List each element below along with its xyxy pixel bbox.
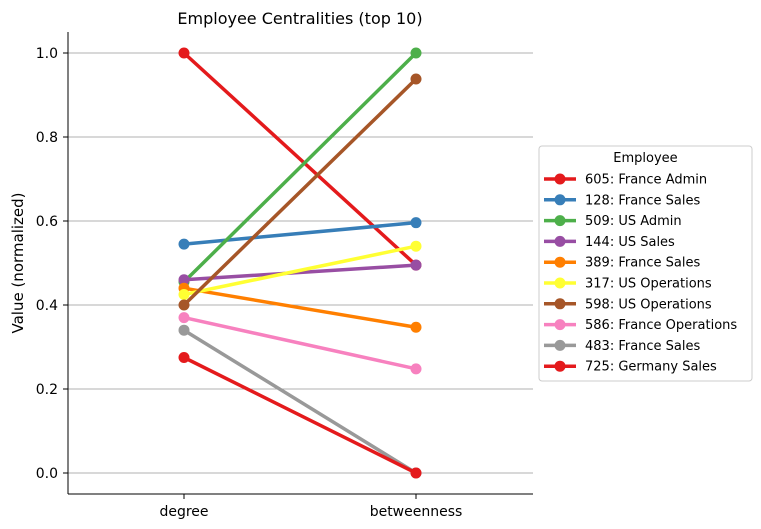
series-segment: [182, 77, 418, 307]
data-point: [410, 217, 422, 229]
series-line: [178, 259, 422, 286]
data-point: [178, 352, 190, 363]
legend-item: 509: US Admin: [544, 214, 682, 229]
legend-item: 598: US Operations: [544, 297, 712, 312]
legend-label: 483: France Sales: [585, 339, 701, 354]
legend-swatch-marker: [554, 215, 566, 227]
legend-swatch-marker: [554, 277, 566, 289]
series-line: [178, 324, 422, 479]
legend-swatch-marker: [554, 235, 566, 247]
series-line: [178, 312, 422, 375]
data-point: [178, 312, 190, 324]
x-ticks: degree betweenness: [159, 494, 462, 520]
series-segment: [182, 355, 418, 475]
legend-title: Employee: [613, 151, 677, 166]
legend-swatch-marker: [554, 339, 566, 351]
data-point: [178, 274, 190, 286]
series-segment: [182, 244, 418, 297]
series-segment: [182, 315, 418, 371]
series-segment: [182, 286, 418, 330]
legend: Employee 605: France Admin 128: France Sa…: [538, 145, 753, 382]
legend-item: 389: France Sales: [544, 256, 701, 271]
series-segment: [182, 328, 418, 475]
legend-frame: [538, 145, 753, 382]
y-tick-label: 0.0: [36, 466, 58, 482]
legend-label: 317: US Operations: [585, 277, 712, 292]
legend-items: 605: France Admin 128: France Sales 509: U…: [544, 173, 737, 375]
legend-swatch-marker: [554, 360, 566, 372]
legend-swatch-marker: [554, 298, 566, 310]
series-line: [178, 73, 422, 311]
legend-swatch-marker: [554, 194, 566, 206]
y-tick-label: 0.8: [36, 130, 58, 146]
series-line: [178, 47, 422, 271]
legend-label: 144: US Sales: [585, 235, 675, 250]
data-point: [410, 363, 422, 375]
legend-swatch-marker: [554, 319, 566, 331]
series-segment: [182, 51, 418, 284]
series-line: [178, 217, 422, 250]
legend-item: 483: France Sales: [544, 339, 701, 354]
series-segment: [182, 51, 418, 267]
series-line: [178, 352, 422, 479]
chart-title: Employee Centralities (top 10): [177, 9, 422, 28]
legend-item: 317: US Operations: [544, 277, 712, 292]
data-point: [410, 467, 422, 479]
legend-swatch-marker: [554, 173, 566, 185]
x-tick-label: degree: [159, 504, 208, 520]
legend-label: 598: US Operations: [585, 297, 712, 312]
series-segment: [182, 220, 418, 246]
legend-swatch-marker: [554, 256, 566, 268]
legend-label: 128: France Sales: [585, 193, 701, 208]
series-segment: [182, 263, 418, 282]
y-axis-label: Value (normalized): [9, 192, 27, 333]
data-point: [410, 240, 422, 252]
data-point: [178, 238, 190, 250]
legend-label: 605: France Admin: [585, 173, 707, 188]
data-point: [410, 321, 422, 333]
legend-label: 586: France Operations: [585, 318, 737, 333]
x-tick-label: betweenness: [370, 504, 463, 520]
legend-label: 725: Germany Sales: [585, 360, 717, 375]
series-lines: [178, 47, 422, 479]
axes: [67, 32, 533, 495]
legend-item: 128: France Sales: [544, 193, 701, 208]
grid-lines: [68, 52, 533, 474]
data-point: [410, 73, 422, 85]
legend-item: 605: France Admin: [544, 173, 707, 188]
y-tick-label: 0.2: [36, 382, 58, 398]
data-point: [178, 289, 190, 300]
legend-label: 389: France Sales: [585, 256, 701, 271]
data-point: [178, 299, 190, 311]
legend-item: 586: France Operations: [544, 318, 737, 333]
y-ticks: 0.0 0.2 0.4 0.6 0.8 1.0: [36, 46, 68, 482]
y-tick-label: 0.6: [36, 214, 58, 230]
data-point: [178, 47, 190, 59]
legend-label: 509: US Admin: [585, 214, 682, 229]
legend-item: 725: Germany Sales: [544, 360, 717, 375]
data-point: [178, 324, 190, 336]
legend-item: 144: US Sales: [544, 235, 675, 250]
y-tick-label: 1.0: [36, 46, 58, 62]
series-line: [178, 240, 422, 300]
data-point: [410, 259, 422, 271]
data-point: [410, 47, 422, 59]
y-tick-label: 0.4: [36, 298, 58, 314]
